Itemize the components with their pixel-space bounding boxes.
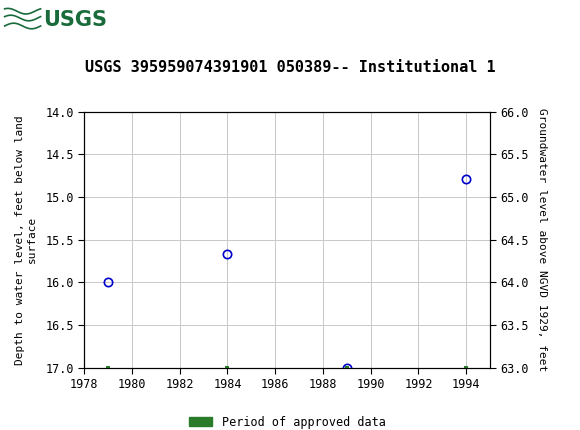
- FancyBboxPatch shape: [3, 3, 93, 37]
- Text: USGS 395959074391901 050389-- Institutional 1: USGS 395959074391901 050389-- Institutio…: [85, 60, 495, 75]
- Text: USGS: USGS: [44, 10, 107, 30]
- Legend: Period of approved data: Period of approved data: [184, 411, 390, 430]
- Y-axis label: Groundwater level above NGVD 1929, feet: Groundwater level above NGVD 1929, feet: [537, 108, 548, 372]
- Y-axis label: Depth to water level, feet below land
surface: Depth to water level, feet below land su…: [15, 115, 37, 365]
